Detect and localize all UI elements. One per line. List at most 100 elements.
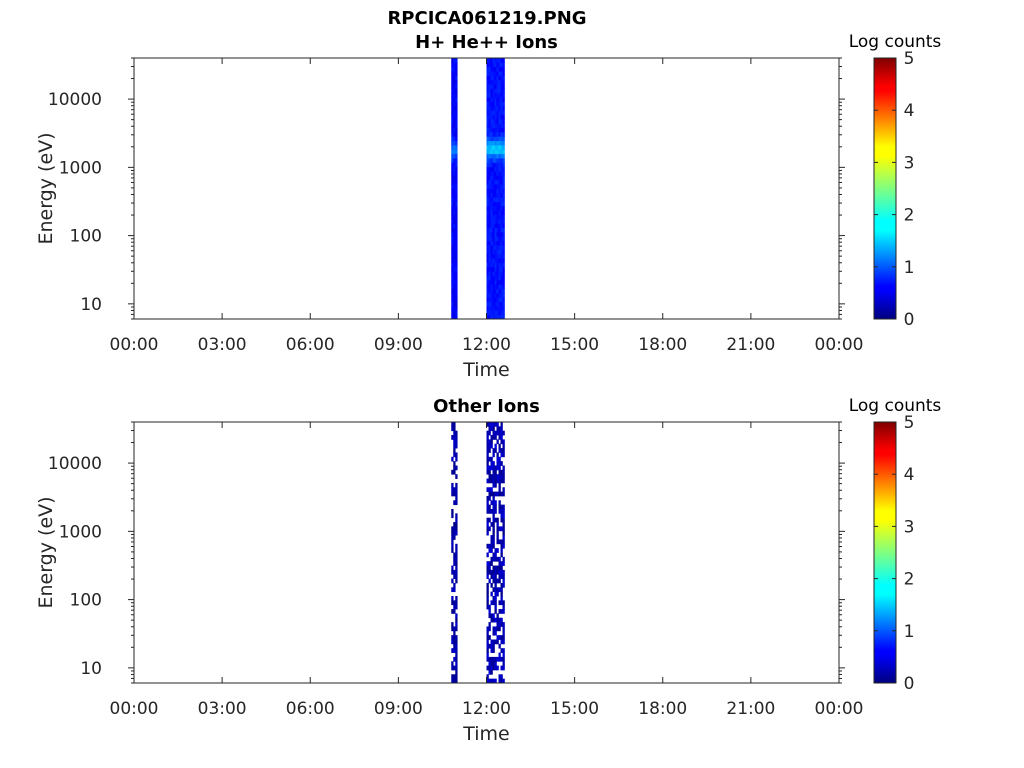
heatmap-cell	[502, 678, 505, 684]
heatmap-cell	[455, 58, 458, 63]
heatmap-cell	[492, 648, 495, 653]
heatmap-cell	[492, 422, 495, 427]
y-tick-label: 100	[70, 227, 102, 247]
heatmap-cell	[496, 297, 499, 302]
heatmap-cell	[488, 88, 491, 94]
heatmap-cell	[488, 232, 491, 237]
heatmap-cell	[494, 218, 497, 224]
heatmap-cell	[490, 210, 493, 215]
heatmap-cell	[453, 123, 456, 128]
heatmap-cell	[488, 123, 491, 128]
heatmap-cell	[500, 284, 503, 289]
heatmap-cell	[500, 192, 503, 198]
heatmap-cell	[451, 305, 454, 311]
heatmap-cell	[492, 504, 495, 510]
heatmap-cell	[502, 218, 505, 224]
heatmap-cell	[496, 158, 499, 163]
heatmap-cell	[453, 262, 456, 268]
heatmap-cell	[488, 443, 491, 449]
heatmap-cell	[502, 609, 505, 614]
heatmap-cell	[488, 258, 491, 263]
heatmap-cell	[455, 530, 458, 536]
heatmap-cell	[453, 184, 456, 189]
heatmap-cell	[451, 58, 454, 63]
heatmap-cell	[500, 517, 503, 523]
heatmap-cell	[490, 648, 493, 653]
heatmap-cell	[453, 236, 456, 242]
heatmap-cell	[498, 600, 501, 606]
heatmap-cell	[492, 66, 495, 72]
heatmap-cell	[494, 656, 497, 662]
heatmap-cell	[494, 179, 497, 185]
heatmap-cell	[492, 535, 495, 540]
heatmap-cell	[492, 656, 495, 662]
heatmap-cell	[492, 149, 495, 155]
heatmap-cell	[498, 305, 501, 311]
heatmap-cell	[498, 609, 501, 614]
heatmap-cell	[486, 131, 489, 137]
heatmap-cell	[494, 548, 497, 553]
heatmap-cell	[500, 179, 503, 185]
heatmap-cell	[496, 92, 499, 98]
heatmap-cell	[498, 175, 501, 181]
heatmap-cell	[498, 192, 501, 198]
heatmap-cell	[492, 136, 495, 142]
heatmap-cell	[455, 648, 458, 653]
heatmap-cell	[496, 314, 499, 320]
x-tick-label: 15:00	[550, 335, 599, 355]
heatmap-cell	[490, 509, 493, 514]
heatmap-cell	[488, 661, 491, 666]
heatmap-cell	[496, 465, 499, 471]
heatmap-cell	[492, 131, 495, 137]
heatmap-cell	[455, 288, 458, 294]
heatmap-cell	[502, 635, 505, 640]
heatmap-cell	[498, 487, 501, 492]
heatmap-cell	[498, 652, 501, 658]
heatmap-cell	[455, 292, 458, 298]
heatmap-cell	[494, 162, 497, 168]
heatmap-cell	[451, 426, 454, 432]
heatmap-cell	[453, 127, 456, 133]
heatmap-cell	[451, 258, 454, 263]
heatmap-cell	[453, 214, 456, 220]
heatmap-cell	[490, 591, 493, 597]
heatmap-cell	[492, 617, 495, 623]
heatmap-cell	[500, 205, 503, 211]
heatmap-cell	[496, 456, 499, 462]
heatmap-cell	[451, 482, 454, 488]
colorbar-tick-label: 3	[904, 517, 915, 537]
heatmap-cell	[492, 491, 495, 497]
heatmap-cell	[502, 197, 505, 202]
heatmap-cell	[451, 543, 454, 549]
heatmap-cell	[498, 500, 501, 506]
colorbar-tick-label: 0	[904, 310, 915, 330]
heatmap-cell	[453, 201, 456, 207]
heatmap-cell	[455, 526, 458, 532]
heatmap-cell	[492, 114, 495, 120]
heatmap-cell	[453, 292, 456, 298]
heatmap-cell	[498, 491, 501, 497]
heatmap-cell	[486, 443, 489, 449]
heatmap-cell	[486, 591, 489, 597]
heatmap-cell	[488, 101, 491, 107]
heatmap-cell	[498, 71, 501, 76]
heatmap-cell	[455, 661, 458, 666]
heatmap-cell	[502, 487, 505, 492]
colorbar-title: Log counts	[849, 396, 942, 416]
heatmap-cell	[486, 123, 489, 128]
heatmap-cell	[498, 84, 501, 89]
heatmap-cell	[453, 430, 456, 436]
heatmap-cell	[451, 92, 454, 98]
heatmap-cell	[494, 565, 497, 571]
heatmap-cell	[451, 175, 454, 181]
heatmap-cell	[502, 305, 505, 311]
heatmap-cell	[500, 201, 503, 207]
heatmap-cell	[502, 661, 505, 666]
heatmap-cell	[488, 145, 491, 150]
heatmap-cell	[488, 635, 491, 640]
heatmap-cell	[490, 179, 493, 185]
heatmap-cell	[486, 305, 489, 311]
heatmap-cell	[490, 678, 493, 684]
heatmap-cell	[490, 75, 493, 81]
heatmap-cell	[486, 517, 489, 523]
